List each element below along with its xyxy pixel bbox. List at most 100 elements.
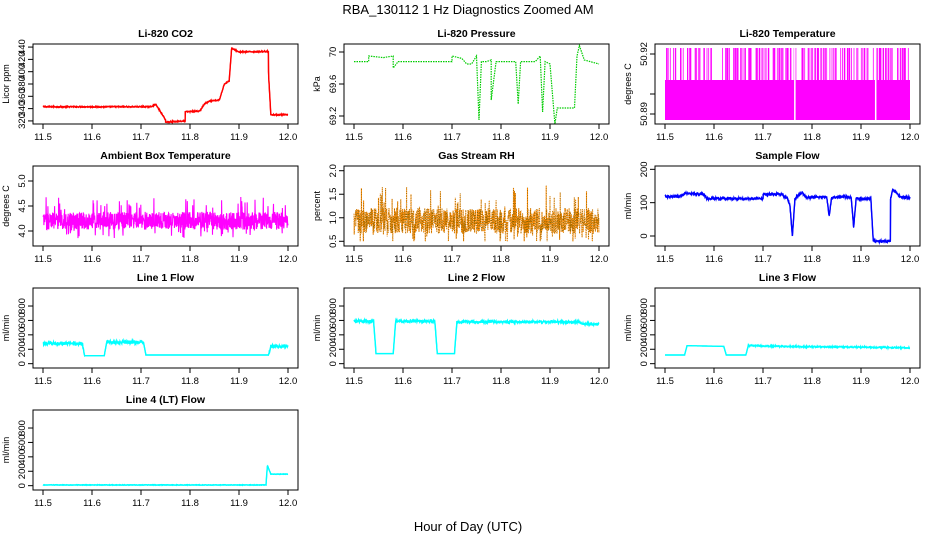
y-tick-label: 100 bbox=[639, 195, 650, 211]
x-tick-label: 11.5 bbox=[345, 376, 363, 387]
x-tick-label: 11.9 bbox=[230, 376, 248, 387]
panel-8: Line 3 Flow 11.5 11.6 11.7 11.8 11.9 12.0 0 2004… bbox=[623, 272, 921, 387]
panel-2-y-axis: 50.89 50.92 bbox=[639, 42, 655, 126]
y-tick-label: 2.0 bbox=[328, 164, 339, 177]
x-tick-label: 11.5 bbox=[34, 254, 52, 265]
x-tick-label: 11.8 bbox=[181, 254, 199, 265]
y-tick-label: 420 bbox=[17, 51, 28, 67]
panel-8-title: Line 3 Flow bbox=[759, 272, 817, 284]
x-tick-label: 11.9 bbox=[852, 254, 870, 265]
panel-7-x-axis: 11.5 11.6 11.7 11.8 11.9 12.0 bbox=[345, 368, 608, 387]
x-tick-label: 11.8 bbox=[492, 376, 510, 387]
y-tick-label: 800 bbox=[17, 420, 28, 436]
panel-7-frame bbox=[343, 287, 610, 369]
y-tick-label: 70 bbox=[328, 47, 339, 58]
x-tick-label: 12.0 bbox=[279, 376, 298, 387]
panel-3-x-axis: 11.5 11.6 11.7 11.8 11.9 12.0 bbox=[34, 246, 297, 265]
panel-9-frame bbox=[32, 409, 299, 491]
panel-6-series bbox=[42, 337, 289, 358]
panel-0-frame bbox=[32, 43, 299, 125]
panel-0-ylabel: Licor ppm bbox=[1, 64, 11, 104]
panel-7-ylabel: ml/min bbox=[312, 315, 322, 342]
panel-1-x-axis: 11.5 11.6 11.7 11.8 11.9 12.0 bbox=[345, 124, 608, 143]
panel-3-title: Ambient Box Temperature bbox=[100, 150, 231, 162]
panel-0-steps bbox=[43, 47, 288, 123]
y-tick-label: 69.6 bbox=[328, 75, 339, 94]
panel-9-title: Line 4 (LT) Flow bbox=[126, 394, 206, 406]
panel-9-ylabel: ml/min bbox=[1, 437, 11, 464]
x-tick-label: 11.6 bbox=[83, 376, 101, 387]
x-tick-label: 12.0 bbox=[279, 254, 298, 265]
panel-6-line bbox=[42, 337, 289, 358]
x-tick-label: 11.9 bbox=[852, 132, 870, 143]
x-tick-label: 11.7 bbox=[754, 254, 772, 265]
y-tick-label: 50.89 bbox=[639, 102, 650, 126]
y-tick-label: 400 bbox=[17, 327, 28, 343]
x-tick-label: 11.8 bbox=[492, 254, 510, 265]
x-tick-label: 11.8 bbox=[181, 498, 199, 509]
panel-1-series bbox=[354, 44, 600, 124]
panel-5-series bbox=[664, 188, 911, 246]
panel-5-y-axis: 0 100 200 bbox=[639, 161, 655, 239]
panel-7-series bbox=[353, 317, 600, 355]
y-tick-label: 69.2 bbox=[328, 107, 339, 126]
panel-1: Li-820 Pressure 11.5 11.6 11.7 11.8 11.9 12.0 6… bbox=[312, 28, 610, 143]
y-tick-label: 800 bbox=[639, 298, 650, 314]
panels-group: Li-820 CO2 11.5 11.6 11.7 11.8 11.9 12.0 320340… bbox=[1, 28, 921, 509]
x-tick-label: 11.8 bbox=[181, 132, 199, 143]
figure-title: RBA_130112 1 Hz Diagnostics Zoomed AM bbox=[342, 2, 593, 17]
x-tick-label: 12.0 bbox=[590, 376, 609, 387]
panel-4-y-axis: 0.5 1.0 1.5 2.0 bbox=[328, 164, 344, 248]
y-tick-label: 440 bbox=[17, 39, 28, 55]
panel-3-y-axis: 4.0 4.5 5.0 bbox=[17, 174, 33, 238]
panel-6-title: Line 1 Flow bbox=[137, 272, 195, 284]
x-tick-label: 11.9 bbox=[541, 376, 559, 387]
y-tick-label: 600 bbox=[328, 313, 339, 329]
x-tick-label: 11.9 bbox=[541, 254, 559, 265]
y-tick-label: 200 bbox=[328, 341, 339, 357]
x-tick-label: 11.7 bbox=[443, 132, 461, 143]
x-tick-label: 11.5 bbox=[345, 132, 363, 143]
panel-4-frame bbox=[343, 165, 610, 247]
panel-3-frame bbox=[32, 165, 299, 247]
panel-0-series bbox=[42, 46, 289, 124]
x-tick-label: 12.0 bbox=[590, 254, 609, 265]
y-tick-label: 360 bbox=[17, 88, 28, 104]
panel-9-x-axis: 11.5 11.6 11.7 11.8 11.9 12.0 bbox=[34, 490, 297, 509]
x-tick-label: 11.7 bbox=[754, 376, 772, 387]
panel-6-ylabel: ml/min bbox=[1, 315, 11, 342]
panel-4-line bbox=[353, 185, 600, 242]
x-tick-label: 11.6 bbox=[394, 254, 412, 265]
x-tick-label: 11.5 bbox=[656, 376, 674, 387]
y-tick-label: 0 bbox=[639, 361, 650, 366]
x-tick-label: 12.0 bbox=[590, 132, 609, 143]
panel-0-title: Li-820 CO2 bbox=[138, 28, 193, 40]
panel-9: Line 4 (LT) Flow 11.5 11.6 11.7 11.8 11.9 12.0… bbox=[1, 394, 299, 509]
panel-9-steps bbox=[43, 465, 288, 486]
x-tick-label: 11.9 bbox=[230, 132, 248, 143]
x-tick-label: 11.9 bbox=[852, 376, 870, 387]
panel-3-series bbox=[42, 196, 289, 239]
panel-2-x-axis: 11.5 11.6 11.7 11.8 11.9 12.0 bbox=[656, 124, 919, 143]
panel-4-line-dots bbox=[353, 185, 600, 242]
y-tick-label: 400 bbox=[328, 327, 339, 343]
x-tick-label: 11.9 bbox=[230, 498, 248, 509]
x-tick-label: 11.6 bbox=[83, 498, 101, 509]
panel-1-title: Li-820 Pressure bbox=[437, 28, 515, 40]
y-tick-label: 50.92 bbox=[639, 42, 650, 66]
panel-2-frame bbox=[654, 43, 921, 125]
panel-4-ylabel: percent bbox=[312, 190, 322, 221]
x-tick-label: 11.7 bbox=[132, 376, 150, 387]
x-tick-label: 11.8 bbox=[803, 376, 821, 387]
panel-3-line bbox=[42, 196, 289, 239]
x-tick-label: 11.7 bbox=[132, 132, 150, 143]
y-tick-label: 1.0 bbox=[328, 211, 339, 224]
panel-2-ylabel: degrees C bbox=[623, 63, 633, 105]
panel-5: Sample Flow 11.5 11.6 11.7 11.8 11.9 12.0 0 100 2… bbox=[623, 150, 921, 265]
y-tick-label: 600 bbox=[639, 313, 650, 329]
x-tick-label: 11.5 bbox=[345, 254, 363, 265]
